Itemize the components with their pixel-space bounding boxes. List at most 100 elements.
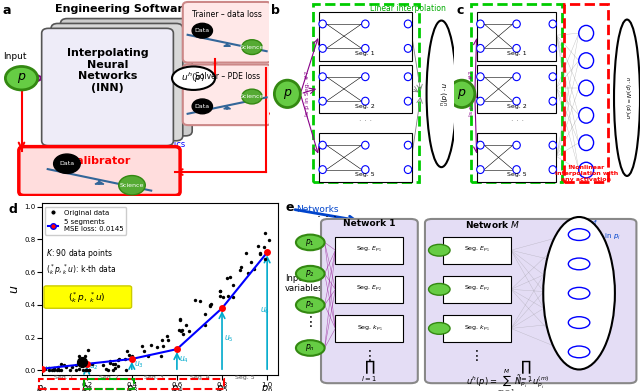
- Bar: [477, 133, 557, 182]
- Circle shape: [549, 45, 557, 52]
- Point: [189, 297, 200, 303]
- Point: [178, 331, 188, 337]
- Text: · · ·: · · ·: [511, 117, 524, 126]
- Circle shape: [477, 73, 484, 81]
- Point: [36, 366, 47, 372]
- FancyBboxPatch shape: [183, 2, 271, 63]
- Text: Science: Science: [240, 94, 264, 99]
- Text: Seg. $k_{p_1}$: Seg. $k_{p_1}$: [356, 323, 382, 334]
- Circle shape: [362, 97, 369, 105]
- Bar: [335, 237, 403, 264]
- FancyBboxPatch shape: [314, 4, 419, 182]
- FancyBboxPatch shape: [471, 4, 562, 182]
- Text: $u_5$: $u_5$: [224, 334, 234, 344]
- Point: [180, 322, 191, 328]
- Text: Input
variables: Input variables: [285, 274, 324, 293]
- FancyBboxPatch shape: [61, 18, 192, 136]
- Circle shape: [549, 141, 557, 149]
- Legend: Original data, 5 segments
MSE loss: 0.0145: Original data, 5 segments MSE loss: 0.01…: [45, 207, 126, 235]
- Circle shape: [404, 20, 412, 28]
- Text: · · ·: · · ·: [317, 211, 337, 224]
- Bar: [319, 65, 412, 113]
- Point: [127, 356, 137, 362]
- Point: [84, 367, 95, 373]
- Point: [173, 327, 184, 333]
- Point: [81, 361, 92, 367]
- Point: [227, 294, 237, 300]
- Text: $p_1$: $p_1$: [36, 383, 47, 391]
- Point: [105, 358, 115, 364]
- Text: Seg. $E_{p_1}$: Seg. $E_{p_1}$: [356, 245, 383, 255]
- Text: Seg. 1: Seg. 1: [54, 375, 74, 380]
- Polygon shape: [95, 181, 104, 184]
- Circle shape: [549, 20, 557, 28]
- Point: [56, 361, 66, 367]
- Bar: [477, 65, 557, 113]
- Point: [205, 301, 216, 307]
- Point: [113, 363, 123, 369]
- Point: [56, 367, 66, 373]
- Text: Networks: Networks: [296, 205, 339, 214]
- Point: [40, 366, 50, 372]
- Circle shape: [319, 141, 326, 149]
- Bar: [84, 378, 134, 389]
- Point: [255, 250, 265, 256]
- Text: $\prod_{l=1}$: $\prod_{l=1}$: [362, 359, 378, 384]
- Circle shape: [296, 235, 324, 250]
- Point: [249, 266, 259, 273]
- Point: [53, 364, 63, 371]
- Point: [259, 244, 269, 250]
- Circle shape: [319, 166, 326, 174]
- Text: Seg. 1: Seg. 1: [507, 51, 526, 56]
- Text: Seg. 5: Seg. 5: [507, 172, 526, 177]
- Point: [218, 294, 228, 301]
- Text: $n\cdot(d)_u^n$: $n\cdot(d)_u^n$: [435, 82, 447, 106]
- Point: [157, 337, 168, 344]
- Circle shape: [477, 141, 484, 149]
- Circle shape: [549, 97, 557, 105]
- Text: Science: Science: [120, 183, 144, 188]
- Point: [74, 353, 84, 359]
- Point: [158, 343, 168, 350]
- FancyBboxPatch shape: [564, 4, 609, 182]
- Point: [215, 288, 225, 294]
- Text: Data: Data: [195, 28, 210, 33]
- Bar: [443, 276, 511, 303]
- Circle shape: [579, 162, 593, 178]
- Point: [236, 264, 246, 270]
- Point: [77, 359, 87, 365]
- Text: $p$: $p$: [283, 87, 292, 101]
- Point: [264, 237, 274, 243]
- Circle shape: [513, 45, 520, 52]
- Text: Output: Output: [180, 52, 212, 61]
- Text: Seg. 3: Seg. 3: [145, 375, 164, 380]
- Point: [152, 344, 162, 350]
- Point: [65, 367, 76, 373]
- Point: [71, 367, 81, 373]
- Text: ⋮: ⋮: [362, 349, 376, 363]
- Circle shape: [362, 20, 369, 28]
- Point: [137, 343, 147, 349]
- Text: $p_5$: $p_5$: [216, 383, 228, 391]
- Text: Seg. 2: Seg. 2: [507, 104, 527, 109]
- Point: [214, 293, 225, 299]
- Text: Linear interpolation: Linear interpolation: [370, 4, 446, 13]
- Circle shape: [296, 297, 324, 313]
- Point: [172, 346, 182, 352]
- FancyBboxPatch shape: [19, 147, 180, 196]
- Point: [175, 317, 185, 323]
- Circle shape: [404, 45, 412, 52]
- Point: [81, 367, 91, 373]
- Point: [221, 275, 232, 281]
- Circle shape: [579, 25, 593, 41]
- Circle shape: [579, 108, 593, 123]
- Text: $(^*_k p,\,^*_k u)$: $(^*_k p,\,^*_k u)$: [68, 290, 106, 305]
- Circle shape: [404, 166, 412, 174]
- Text: Interpolating
Neural
Networks
(INN): Interpolating Neural Networks (INN): [67, 48, 148, 93]
- Point: [108, 366, 118, 373]
- Circle shape: [242, 89, 262, 104]
- Point: [163, 337, 173, 343]
- Circle shape: [242, 40, 262, 54]
- Text: $u_2$: $u_2$: [89, 362, 99, 372]
- Point: [109, 361, 120, 367]
